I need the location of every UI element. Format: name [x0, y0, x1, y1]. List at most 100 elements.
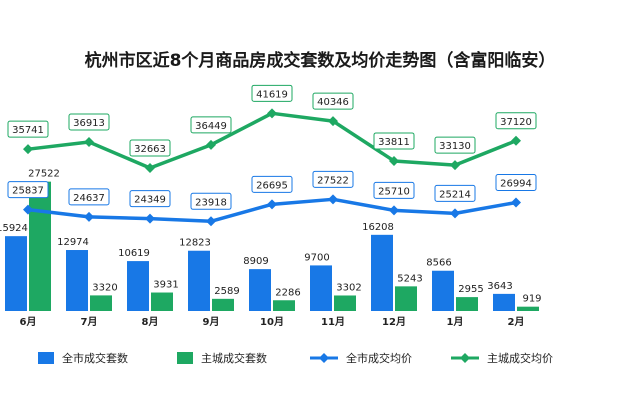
data-label-main-avg-8: 37120 [500, 117, 532, 128]
marker-main-avg-5 [328, 116, 338, 127]
marker-city-avg-7 [450, 208, 460, 219]
data-label-box-city-avg-8 [495, 174, 537, 192]
legend: 全市成交套数 主城成交套数 全市成交均价 主城成交均价 [38, 351, 553, 365]
bar-main-8 [517, 306, 539, 311]
bar-label-main-2: 3931 [153, 280, 178, 291]
data-label-box-city-avg-7 [434, 184, 476, 202]
data-label-box-main-avg-3 [190, 116, 232, 134]
bar-label-city-4: 8909 [243, 256, 268, 267]
legend-label-main-count: 主城成交套数 [201, 351, 267, 365]
data-label-city-avg-1: 24637 [73, 193, 105, 204]
legend-marker-main-avg [460, 353, 470, 363]
bar-label-city-0: 15924 [0, 223, 28, 234]
data-label-main-avg-5: 40346 [317, 97, 349, 108]
bar-main-7 [456, 297, 478, 311]
bar-main-0 [29, 181, 51, 311]
data-label-main-avg-4: 41619 [256, 89, 288, 100]
data-label-city-avg-6: 25710 [378, 186, 410, 197]
bar-city-6 [371, 234, 393, 311]
bar-label-city-2: 10619 [118, 248, 150, 259]
bar-label-main-8: 919 [522, 294, 541, 305]
marker-city-avg-6 [389, 205, 399, 216]
data-label-main-avg-7: 33130 [439, 141, 471, 152]
marker-main-avg-1 [84, 137, 94, 148]
legend-marker-city-avg [319, 353, 329, 363]
bar-main-3 [212, 298, 234, 311]
bar-label-city-1: 12974 [57, 237, 89, 248]
legend-swatch-city-count [38, 352, 54, 364]
marker-main-avg-8 [511, 135, 521, 146]
data-label-box-main-avg-5 [312, 92, 354, 110]
data-label-city-avg-7: 25214 [439, 189, 471, 200]
legend-swatch-main-count [177, 352, 193, 364]
marker-city-avg-4 [267, 199, 277, 210]
data-label-box-main-avg-2 [129, 139, 171, 157]
bar-city-2 [127, 261, 149, 311]
data-label-city-avg-8: 26994 [500, 179, 532, 190]
bar-main-4 [273, 300, 295, 311]
bar-label-main-5: 3302 [336, 282, 361, 293]
x-tick-1: 7月 [81, 316, 98, 328]
lines-layer: 25837 24637 24349 23918 26695 27522 25710 25214… [7, 84, 537, 227]
bar-city-0 [5, 236, 27, 311]
bar-label-city-6: 16208 [362, 222, 394, 233]
data-label-box-main-avg-0 [7, 120, 49, 138]
data-label-main-avg-2: 32663 [134, 144, 166, 155]
data-label-box-city-avg-0 [7, 181, 49, 199]
bar-label-main-7: 2955 [458, 284, 483, 295]
data-label-city-avg-4: 26695 [256, 180, 288, 191]
marker-main-avg-4 [267, 108, 277, 119]
data-label-main-avg-1: 36913 [73, 118, 105, 129]
data-label-main-avg-3: 36449 [195, 121, 227, 132]
x-tick-2: 8月 [142, 316, 159, 328]
x-tick-4: 10月 [260, 316, 284, 328]
bar-city-8 [493, 293, 515, 311]
data-label-box-city-avg-4 [251, 175, 293, 193]
data-label-city-avg-5: 27522 [317, 175, 349, 186]
x-tick-5: 11月 [321, 316, 345, 328]
bars-layer: 15924 27522 12974 3320 10619 3931 12823 2589 890… [0, 169, 542, 311]
bar-main-1 [90, 295, 112, 311]
data-label-box-main-avg-4 [251, 84, 293, 102]
data-label-main-avg-6: 33811 [378, 137, 410, 148]
data-label-city-avg-3: 23918 [195, 197, 227, 208]
bar-main-6 [395, 286, 417, 311]
bar-label-city-3: 12823 [179, 238, 211, 249]
x-axis: 6月 7月 8月 9月 10月 11月 12月 1月 2月 [20, 316, 525, 328]
x-tick-8: 2月 [508, 316, 525, 328]
marker-main-avg-6 [389, 155, 399, 166]
legend-label-main-avg: 主城成交均价 [487, 351, 553, 365]
marker-main-avg-3 [206, 139, 216, 150]
bar-label-main-0: 27522 [28, 169, 60, 180]
marker-main-avg-0 [23, 144, 33, 155]
bar-main-2 [151, 292, 173, 311]
marker-city-avg-3 [206, 216, 216, 227]
bar-city-5 [310, 265, 332, 311]
x-tick-0: 6月 [20, 316, 37, 328]
bar-label-city-7: 8566 [426, 258, 451, 269]
data-label-box-city-avg-1 [68, 188, 110, 206]
bar-label-main-1: 3320 [92, 282, 117, 293]
bar-label-city-5: 9700 [304, 252, 329, 263]
data-label-main-avg-0: 35741 [12, 125, 44, 136]
bar-city-3 [188, 250, 210, 311]
marker-main-avg-2 [145, 162, 155, 173]
marker-city-avg-0 [23, 204, 33, 215]
marker-city-avg-2 [145, 213, 155, 224]
chart-title: 杭州市区近8个月商品房成交套数及均价走势图（含富阳临安） [85, 50, 556, 71]
data-label-box-main-avg-7 [434, 136, 476, 154]
x-tick-7: 1月 [447, 316, 464, 328]
data-label-box-city-avg-3 [190, 192, 232, 210]
x-tick-3: 9月 [203, 316, 220, 328]
legend-label-city-count: 全市成交套数 [62, 351, 128, 365]
marker-city-avg-1 [84, 211, 94, 222]
bar-city-1 [66, 250, 88, 311]
data-label-box-city-avg-6 [373, 181, 415, 199]
x-tick-6: 12月 [382, 316, 406, 328]
bar-label-main-6: 5243 [397, 273, 422, 284]
marker-city-avg-5 [328, 194, 338, 205]
data-label-city-avg-0: 25837 [12, 186, 44, 197]
data-label-box-main-avg-6 [373, 132, 415, 150]
bar-label-main-3: 2589 [214, 286, 239, 297]
